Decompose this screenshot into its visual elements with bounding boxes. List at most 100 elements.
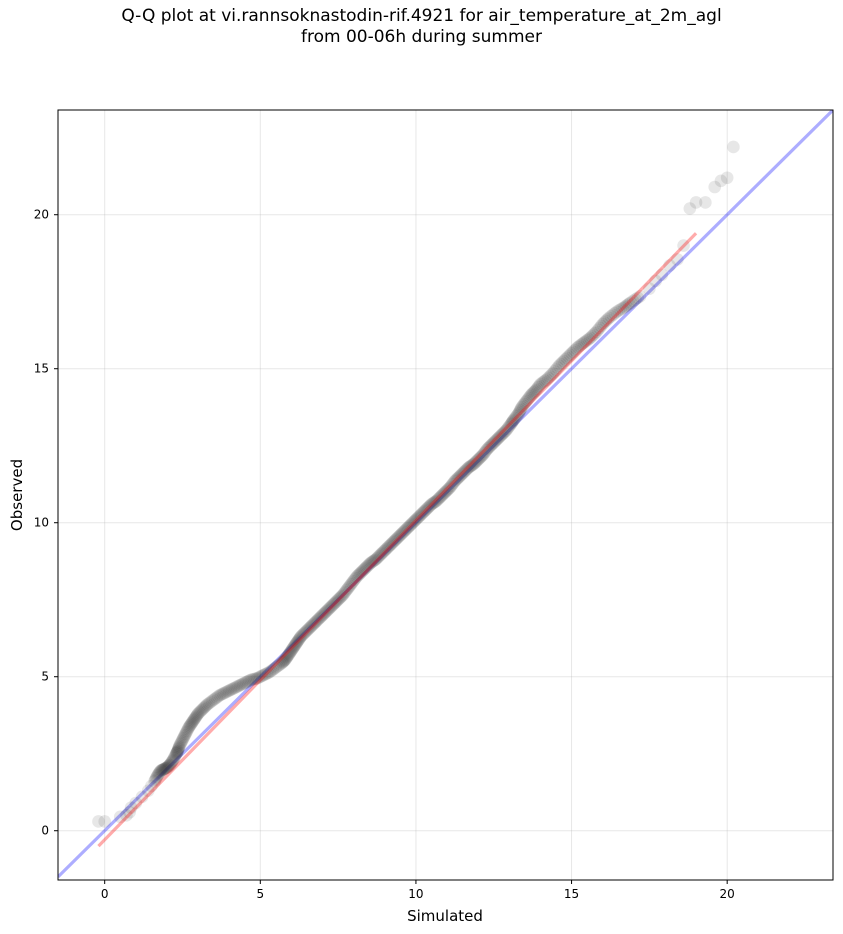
quantile-point <box>330 594 344 608</box>
quantile-point <box>190 709 203 723</box>
quantile-point <box>411 511 424 525</box>
quantile-point <box>432 492 445 506</box>
quantile-point <box>385 537 399 550</box>
quantile-point <box>196 702 210 716</box>
quantile-point <box>179 727 192 740</box>
quantile-point <box>434 490 448 503</box>
quantile-point <box>560 351 574 365</box>
quantile-point <box>571 340 585 354</box>
quantile-point <box>180 725 193 739</box>
quantile-point <box>389 533 402 547</box>
quantile-point <box>456 466 470 480</box>
quantile-point <box>373 548 387 562</box>
quantile-point <box>443 481 457 494</box>
quantile-point <box>351 569 365 582</box>
quantile-point <box>513 405 526 419</box>
quantile-point <box>467 457 480 471</box>
quantile-point <box>159 762 172 775</box>
quantile-point <box>162 759 175 773</box>
quantile-point <box>506 414 520 427</box>
quantile-point <box>229 681 242 694</box>
quantile-point <box>168 750 182 764</box>
quantile-point <box>488 435 501 449</box>
quantile-point <box>153 765 167 779</box>
quantile-point <box>186 715 199 729</box>
quantile-point <box>291 635 304 648</box>
quantile-point <box>279 652 293 665</box>
quantile-point <box>386 536 400 549</box>
quantile-point <box>289 637 303 650</box>
quantile-point <box>366 554 380 568</box>
quantile-point <box>527 386 540 399</box>
chart-title-line-2: from 00-06h during summer <box>301 27 542 47</box>
quantile-point <box>98 815 111 828</box>
quantile-point <box>512 407 525 420</box>
quantile-point <box>677 239 690 252</box>
quantile-point <box>441 483 455 496</box>
quantile-point <box>282 648 295 662</box>
quantile-point <box>588 327 602 340</box>
quantile-point <box>566 345 580 359</box>
quantile-point <box>152 767 165 781</box>
quantile-point <box>450 472 464 486</box>
quantile-point <box>263 665 276 679</box>
quantile-point <box>622 297 636 310</box>
quantile-point <box>515 400 529 414</box>
quantile-point <box>448 474 462 488</box>
quantile-point <box>618 300 631 314</box>
quantile-point <box>384 538 397 551</box>
quantile-point <box>182 721 196 734</box>
quantile-point <box>445 479 458 493</box>
quantile-point <box>297 626 311 640</box>
quantile-point <box>491 432 505 445</box>
quantile-point <box>215 688 228 701</box>
quantile-point <box>303 621 317 634</box>
quantile-point <box>529 383 543 397</box>
quantile-point <box>244 673 258 687</box>
quantile-point <box>255 669 269 683</box>
quantile-point <box>304 619 318 633</box>
plot-frame <box>57 109 834 881</box>
quantile-point <box>440 484 453 498</box>
quantile-point <box>401 521 415 534</box>
quantile-point <box>323 601 337 615</box>
chart-title-line-1: Q-Q plot at vi.rannsoknastodin-rif.4921 … <box>121 6 722 26</box>
y-tick-label: 0 <box>41 824 49 838</box>
quantile-point <box>522 391 536 405</box>
quantile-point <box>555 356 569 369</box>
quantile-point <box>626 294 640 308</box>
quantile-point <box>621 298 634 312</box>
quantile-point <box>541 371 555 385</box>
quantile-point <box>426 497 439 510</box>
quantile-point <box>469 455 483 469</box>
quantile-point <box>392 530 406 543</box>
quantile-point <box>582 332 595 346</box>
quantile-point <box>177 730 191 744</box>
quantile-point <box>295 629 309 642</box>
quantile-point <box>727 140 740 154</box>
quantile-point <box>268 662 281 675</box>
quantile-point <box>261 666 275 680</box>
quantile-point <box>535 376 549 390</box>
quantile-point <box>468 456 481 470</box>
quantile-point <box>241 675 255 688</box>
quantile-point <box>321 603 334 617</box>
quantile-point <box>113 810 127 824</box>
quantile-point <box>495 428 508 442</box>
quantile-point <box>518 396 532 409</box>
quantile-point <box>413 509 427 523</box>
quantile-point <box>154 764 168 777</box>
quantile-point <box>562 350 575 363</box>
quantile-point <box>320 604 333 618</box>
quantile-point <box>422 500 436 513</box>
quantile-point <box>178 728 192 742</box>
quantile-point <box>382 540 395 554</box>
quantile-point <box>393 529 407 542</box>
quantile-point <box>195 703 208 717</box>
quantile-point <box>309 615 323 628</box>
quantile-point <box>338 585 352 599</box>
quantile-point <box>257 668 270 682</box>
quantile-point <box>191 707 205 720</box>
quantile-point <box>546 367 560 380</box>
quantile-point <box>464 459 478 473</box>
